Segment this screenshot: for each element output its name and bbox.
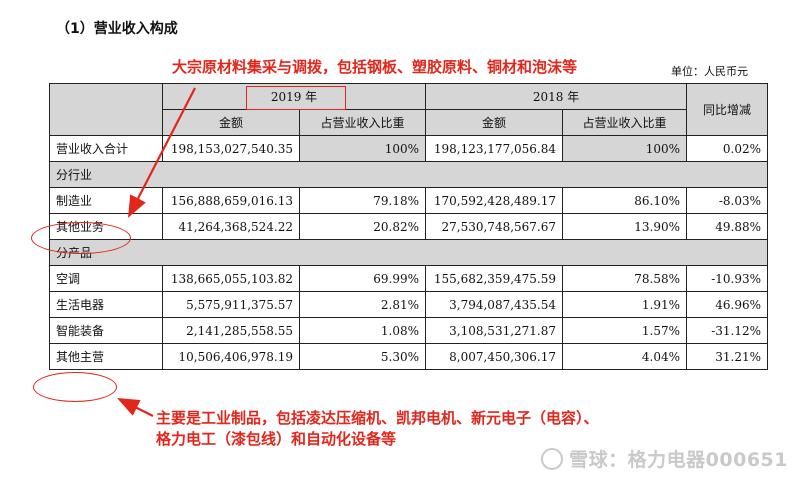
- share-2018: 86.10%: [562, 187, 688, 214]
- amount-2019: 41,264,368,524.22: [162, 213, 300, 240]
- watermark: 雪球：格力电器000651: [541, 445, 788, 472]
- row-label: 智能装备: [49, 317, 163, 344]
- section-row-product: 分产品: [48, 239, 769, 266]
- share-2019: 2.81%: [298, 291, 427, 318]
- share-2018: 4.04%: [562, 343, 688, 370]
- table-row: 其他业务 41,264,368,524.22 20.82% 27,530,748…: [49, 213, 769, 240]
- annotation-industrial-products: 主要是工业制品，包括凌达压缩机、凯邦电机、新元电子（电容）、 格力电工（漆包线）…: [156, 408, 599, 450]
- yoy-change: -10.93%: [686, 265, 769, 292]
- share-2019: 100%: [298, 135, 427, 162]
- header-amount-2018: 金额: [425, 109, 564, 136]
- share-2018: 1.91%: [562, 291, 688, 318]
- share-2019: 79.18%: [298, 187, 427, 214]
- yoy-change: 0.02%: [686, 135, 769, 162]
- header-share-2018: 占营业收入比重: [562, 109, 688, 136]
- arrow-to-other-main: [117, 398, 154, 417]
- header-blank: [49, 83, 163, 136]
- share-2019: 69.99%: [298, 265, 427, 292]
- highlight-oval-other-business: [31, 222, 131, 254]
- header-amount-2019: 金额: [162, 109, 300, 136]
- annotation-raw-materials: 大宗原材料集采与调拨，包括钢板、塑胶原料、铜材和泡沫等: [168, 56, 582, 77]
- yoy-change: 31.21%: [686, 343, 769, 370]
- amount-2019: 5,575,911,375.57: [162, 291, 300, 318]
- share-2019: 20.82%: [298, 213, 427, 240]
- header-yoy: 同比增减: [686, 83, 769, 136]
- unit-label: 单位：人民币元: [671, 65, 748, 78]
- section-label-product: 分产品: [48, 239, 769, 266]
- yoy-change: -31.12%: [686, 317, 769, 344]
- snowball-logo-icon: [541, 448, 564, 470]
- table-row: 生活电器 5,575,911,375.57 2.81% 3,794,087,43…: [49, 291, 769, 318]
- amount-2019: 2,141,285,558.55: [162, 317, 300, 344]
- amount-2018: 27,530,748,567.67: [425, 213, 564, 240]
- annotation-industrial-line-2: 格力电工（漆包线）和自动化设备等: [156, 430, 397, 448]
- row-label: 空调: [49, 265, 163, 292]
- amount-2018: 8,007,450,306.17: [425, 343, 564, 370]
- watermark-text: 雪球：格力电器000651: [569, 449, 788, 471]
- annotation-industrial-line-1: 主要是工业制品，包括凌达压缩机、凯邦电机、新元电子（电容）、: [156, 409, 599, 427]
- amount-2019: 138,665,055,103.82: [162, 265, 300, 292]
- share-2018: 78.58%: [562, 265, 688, 292]
- highlight-oval-other-main: [33, 372, 117, 402]
- row-label: 其他主营: [49, 343, 163, 370]
- share-2018: 1.57%: [562, 317, 688, 344]
- table-row: 智能装备 2,141,285,558.55 1.08% 3,108,531,27…: [49, 317, 769, 344]
- revenue-table: 2019 年 2018 年 同比增减 金额 占营业收入比重 金额 占营业收入比重…: [48, 83, 769, 370]
- section-title: （1）营业收入构成: [56, 21, 178, 37]
- yoy-change: -8.03%: [686, 187, 769, 214]
- amount-2019: 198,153,027,540.35: [162, 135, 300, 162]
- share-2019: 5.30%: [298, 343, 427, 370]
- table-row: 其他主营 10,506,406,978.19 5.30% 8,007,450,3…: [49, 343, 769, 370]
- highlight-box-2019: [246, 86, 346, 110]
- header-2018: 2018 年: [425, 83, 688, 110]
- header-row-years: 2019 年 2018 年 同比增减: [49, 83, 769, 136]
- arrow-to-other-business: [127, 87, 196, 218]
- amount-2019: 10,506,406,978.19: [162, 343, 300, 370]
- header-2019: 2019 年: [161, 83, 427, 110]
